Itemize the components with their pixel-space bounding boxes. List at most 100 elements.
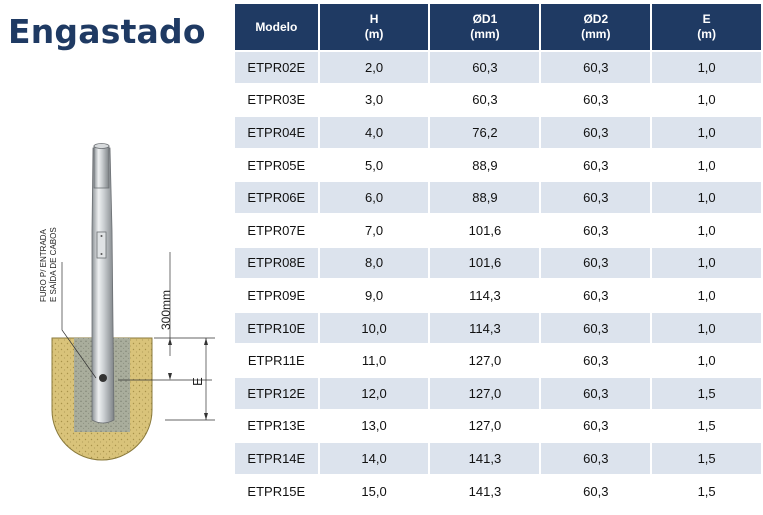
cell-diameter-2: 60,3 <box>541 443 651 474</box>
cell-embed-depth: 1,0 <box>652 214 761 246</box>
header-height: H (m) <box>319 4 429 50</box>
pole-top-tube <box>93 145 110 189</box>
table-row: ETPR05E 5,0 88,9 60,3 1,0 <box>235 149 761 181</box>
cell-embed-depth: 1,0 <box>652 84 761 116</box>
cell-height: 11,0 <box>319 345 429 376</box>
cell-embed-depth: 1,5 <box>652 410 761 442</box>
cell-diameter-2: 60,3 <box>541 377 651 409</box>
embedded-pole-drawing: FURO P/ ENTRADA E SAÍDA DE CABOS 300mm E <box>39 143 215 461</box>
cell-diameter-2: 60,3 <box>541 84 651 116</box>
cell-model: ETPR03E <box>235 84 318 116</box>
cell-diameter-1: 88,9 <box>430 182 540 213</box>
page-title: Engastado <box>8 12 206 51</box>
table-row: ETPR07E 7,0 101,6 60,3 1,0 <box>235 214 761 246</box>
cell-diameter-1: 141,3 <box>430 443 540 474</box>
cell-diameter-1: 114,3 <box>430 312 540 344</box>
cell-height: 12,0 <box>319 377 429 409</box>
cell-diameter-2: 60,3 <box>541 149 651 181</box>
cell-height: 5,0 <box>319 149 429 181</box>
inspection-door <box>96 231 107 259</box>
table-row: ETPR10E 10,0 114,3 60,3 1,0 <box>235 312 761 344</box>
cell-diameter-2: 60,3 <box>541 247 651 279</box>
cell-diameter-2: 60,3 <box>541 475 651 507</box>
cell-diameter-1: 141,3 <box>430 475 540 507</box>
cell-diameter-1: 101,6 <box>430 214 540 246</box>
cell-model: ETPR15E <box>235 475 318 507</box>
cell-embed-depth: 1,0 <box>652 345 761 376</box>
table-row: ETPR02E 2,0 60,3 60,3 1,0 <box>235 52 761 83</box>
cell-embed-depth: 1,0 <box>652 117 761 148</box>
cell-diameter-1: 60,3 <box>430 52 540 83</box>
cell-diameter-1: 114,3 <box>430 280 540 311</box>
cell-model: ETPR12E <box>235 377 318 409</box>
cell-embed-depth: 1,5 <box>652 377 761 409</box>
cell-diameter-1: 60,3 <box>430 84 540 116</box>
spec-table: Modelo H (m) ØD1 (mm) ØD2 (mm) E (m) ETP… <box>233 2 763 508</box>
depth-dimension-label: 300mm <box>159 290 173 330</box>
cell-embed-depth: 1,0 <box>652 149 761 181</box>
side-label-line1: FURO P/ ENTRADA <box>39 228 48 302</box>
cell-diameter-1: 101,6 <box>430 247 540 279</box>
cell-model: ETPR14E <box>235 443 318 474</box>
cell-height: 13,0 <box>319 410 429 442</box>
cell-model: ETPR10E <box>235 312 318 344</box>
cell-embed-depth: 1,0 <box>652 182 761 213</box>
cell-model: ETPR06E <box>235 182 318 213</box>
cell-height: 10,0 <box>319 312 429 344</box>
cell-height: 4,0 <box>319 117 429 148</box>
cell-embed-depth: 1,0 <box>652 312 761 344</box>
table-row: ETPR11E 11,0 127,0 60,3 1,0 <box>235 345 761 376</box>
table-header-row: Modelo H (m) ØD1 (mm) ØD2 (mm) E (m) <box>235 4 761 50</box>
cell-height: 3,0 <box>319 84 429 116</box>
cable-hole <box>99 374 107 382</box>
cell-height: 15,0 <box>319 475 429 507</box>
cell-height: 8,0 <box>319 247 429 279</box>
cell-diameter-2: 60,3 <box>541 182 651 213</box>
table-row: ETPR14E 14,0 141,3 60,3 1,5 <box>235 443 761 474</box>
cell-height: 14,0 <box>319 443 429 474</box>
e-dimension-label: E <box>190 377 205 386</box>
cell-height: 9,0 <box>319 280 429 311</box>
header-diameter-1: ØD1 (mm) <box>430 4 540 50</box>
cell-model: ETPR07E <box>235 214 318 246</box>
table-row: ETPR15E 15,0 141,3 60,3 1,5 <box>235 475 761 507</box>
cell-diameter-1: 127,0 <box>430 410 540 442</box>
table-row: ETPR03E 3,0 60,3 60,3 1,0 <box>235 84 761 116</box>
cell-diameter-2: 60,3 <box>541 52 651 83</box>
cell-model: ETPR11E <box>235 345 318 376</box>
table-row: ETPR04E 4,0 76,2 60,3 1,0 <box>235 117 761 148</box>
cell-height: 6,0 <box>319 182 429 213</box>
cell-model: ETPR09E <box>235 280 318 311</box>
cell-diameter-2: 60,3 <box>541 214 651 246</box>
table-row: ETPR09E 9,0 114,3 60,3 1,0 <box>235 280 761 311</box>
pole-body <box>91 147 115 424</box>
cell-model: ETPR04E <box>235 117 318 148</box>
cell-model: ETPR08E <box>235 247 318 279</box>
table-row: ETPR12E 12,0 127,0 60,3 1,5 <box>235 377 761 409</box>
cell-diameter-2: 60,3 <box>541 345 651 376</box>
cell-height: 7,0 <box>319 214 429 246</box>
cell-diameter-2: 60,3 <box>541 280 651 311</box>
cell-model: ETPR05E <box>235 149 318 181</box>
cell-model: ETPR02E <box>235 52 318 83</box>
side-label-line2: E SAÍDA DE CABOS <box>49 227 58 302</box>
table-row: ETPR08E 8,0 101,6 60,3 1,0 <box>235 247 761 279</box>
cell-embed-depth: 1,0 <box>652 280 761 311</box>
header-embed-depth: E (m) <box>652 4 761 50</box>
cell-diameter-1: 127,0 <box>430 345 540 376</box>
cell-model: ETPR13E <box>235 410 318 442</box>
cell-diameter-1: 76,2 <box>430 117 540 148</box>
cell-height: 2,0 <box>319 52 429 83</box>
cell-embed-depth: 1,5 <box>652 443 761 474</box>
cell-diameter-1: 127,0 <box>430 377 540 409</box>
table-row: ETPR06E 6,0 88,9 60,3 1,0 <box>235 182 761 213</box>
side-label-leader <box>61 262 97 379</box>
pole-top-cap <box>93 143 110 149</box>
cell-embed-depth: 1,5 <box>652 475 761 507</box>
cell-diameter-2: 60,3 <box>541 117 651 148</box>
cell-embed-depth: 1,0 <box>652 247 761 279</box>
cell-diameter-2: 60,3 <box>541 312 651 344</box>
table-row: ETPR13E 13,0 127,0 60,3 1,5 <box>235 410 761 442</box>
cell-diameter-1: 88,9 <box>430 149 540 181</box>
header-model: Modelo <box>235 4 318 50</box>
